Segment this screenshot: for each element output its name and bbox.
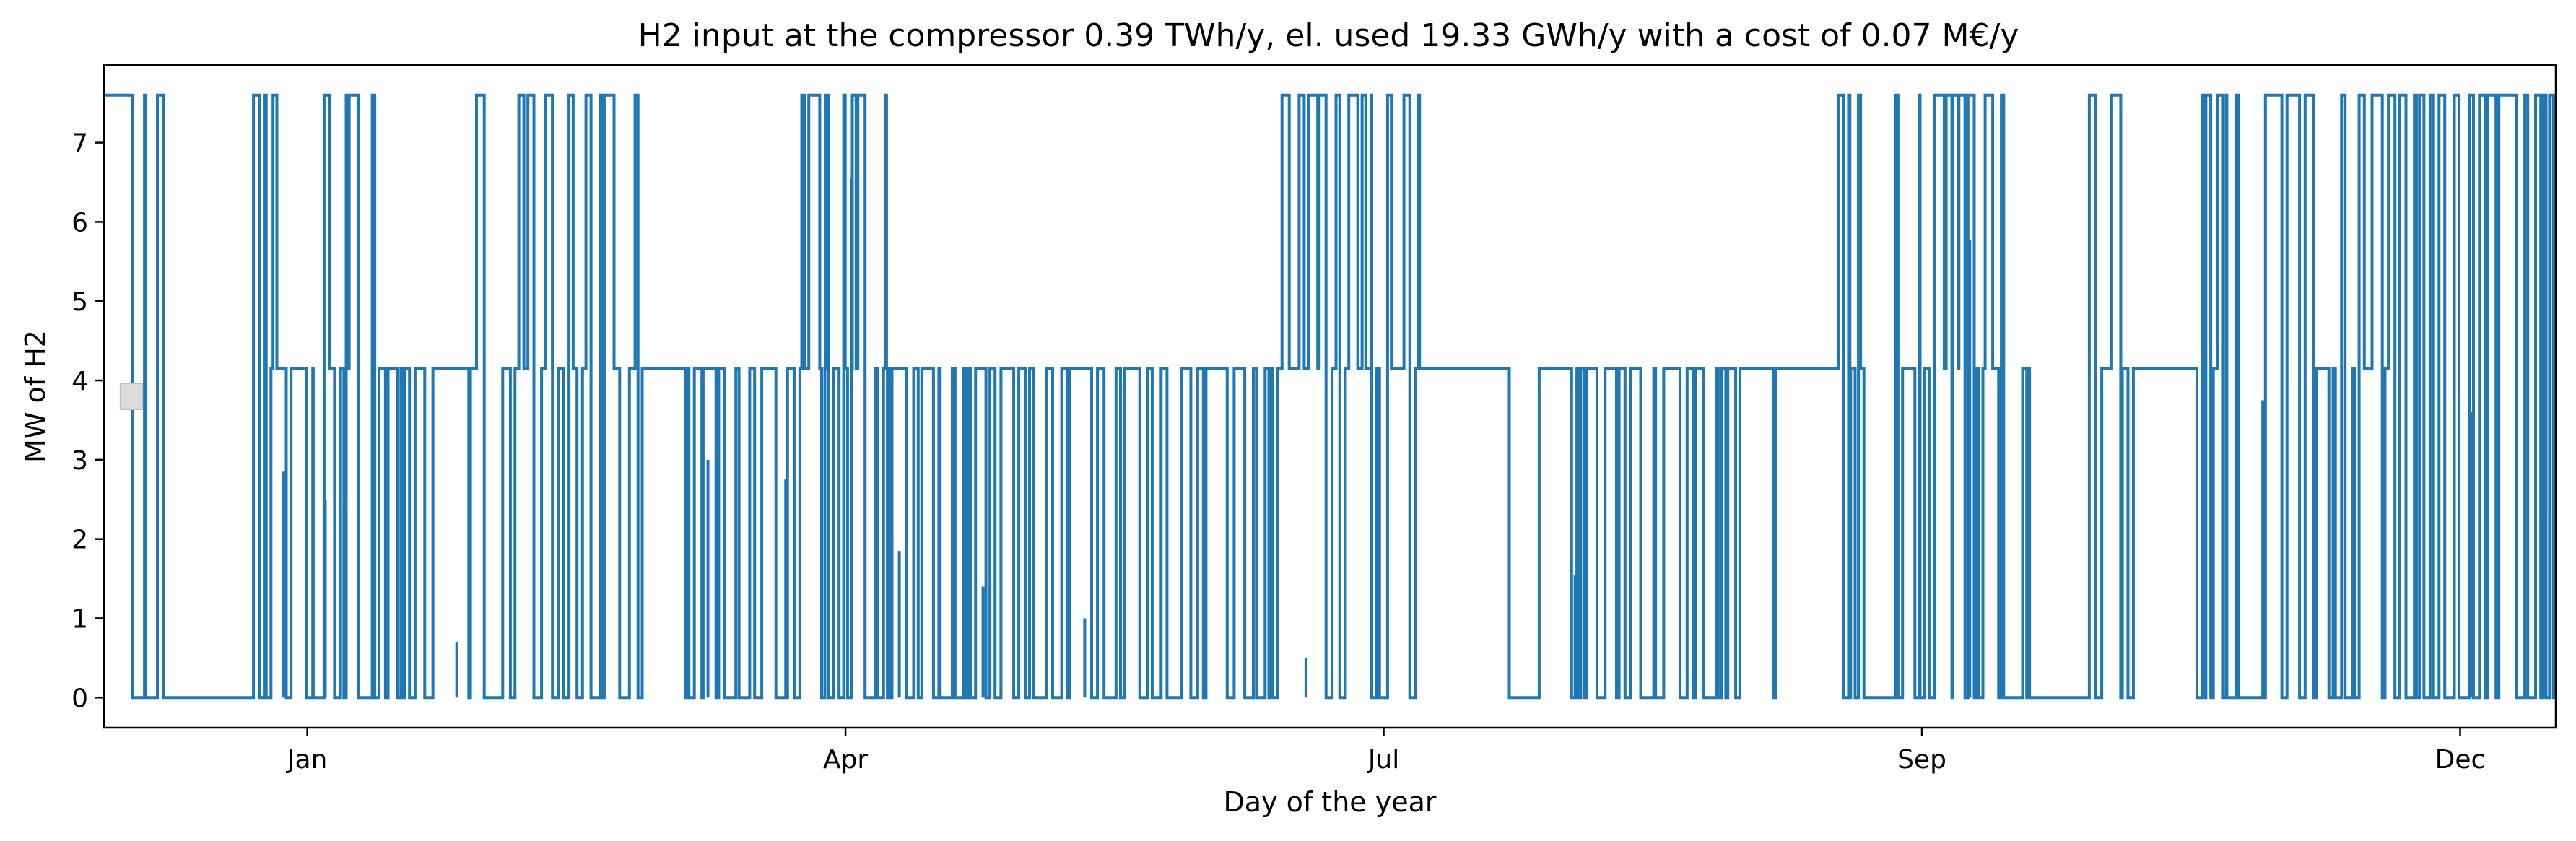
y-tick-label: 7 [71,129,88,159]
plot-frame [103,64,2557,729]
plot-area [103,64,2557,729]
x-tick-label: Sep [1897,745,1946,775]
x-tick-label: Dec [2435,745,2486,775]
x-tick-label: Apr [823,745,868,775]
y-tick-label: 0 [71,684,88,713]
y-tick-label: 2 [71,526,88,555]
y-axis-label: MW of H2 [19,330,51,463]
x-axis: Jan Apr Jul Sep Dec [286,728,2485,775]
series-line-group [104,93,2556,700]
y-tick-label: 3 [71,446,88,476]
x-axis-label: Day of the year [1223,786,1436,818]
y-tick-label: 4 [71,367,88,396]
y-tick-label: 5 [71,287,88,317]
series-marker [119,383,143,410]
chart-title: H2 input at the compressor 0.39 TWh/y, e… [638,17,2019,54]
x-tick-label: Jan [286,745,328,775]
y-tick-label: 6 [71,208,88,238]
y-tick-label: 1 [71,604,88,634]
x-tick-label: Jul [1367,745,1399,775]
y-axis: 0 1 2 3 4 5 6 7 [71,129,104,713]
series-line [104,93,2556,700]
